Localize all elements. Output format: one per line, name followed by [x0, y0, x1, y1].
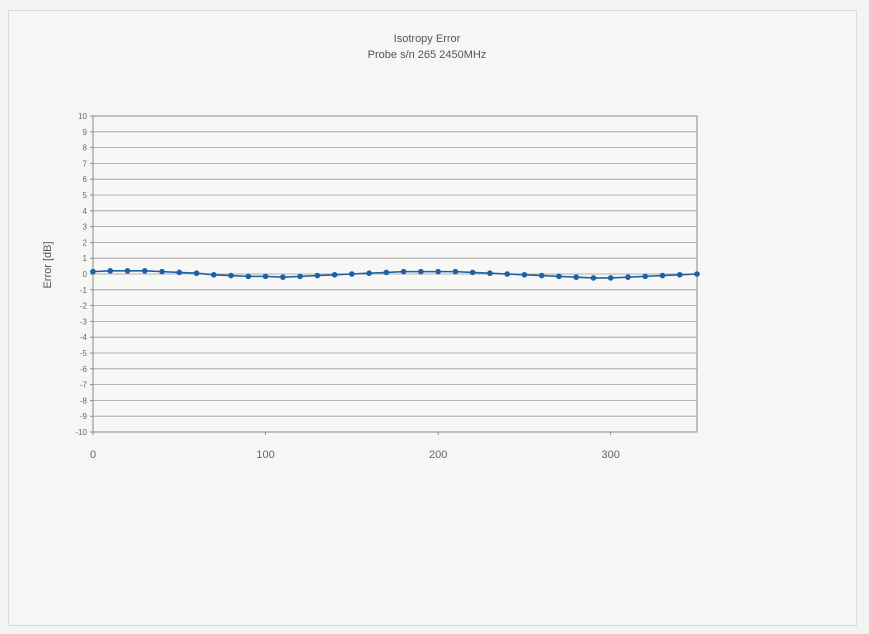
data-point: [314, 272, 321, 279]
data-point: [193, 270, 200, 277]
y-tick-label: -5: [80, 349, 88, 358]
data-point: [262, 273, 269, 280]
data-point: [504, 271, 510, 277]
data-point: [349, 271, 355, 277]
y-tick-label: -7: [80, 381, 88, 390]
y-tick-label: -2: [80, 302, 88, 311]
chart-subtitle: Probe s/n 265 2450MHz: [368, 49, 487, 61]
data-point: [159, 268, 165, 275]
y-tick-label: -10: [75, 428, 87, 437]
x-tick-label: 200: [429, 449, 447, 461]
data-point: [590, 275, 597, 281]
x-tick-label: 300: [602, 449, 620, 461]
data-point: [469, 269, 476, 276]
data-point: [573, 274, 579, 280]
y-tick-label: -4: [80, 333, 88, 342]
data-point: [694, 271, 700, 277]
y-tick-label: -8: [80, 396, 88, 405]
data-point: [366, 270, 372, 277]
data-point: [280, 274, 286, 280]
data-point: [556, 273, 562, 280]
data-point: [625, 274, 631, 280]
y-tick-label: -1: [80, 286, 88, 295]
data-point: [521, 271, 528, 278]
data-point: [435, 268, 441, 275]
data-point: [418, 268, 424, 275]
y-tick-label: 9: [83, 128, 88, 137]
x-tick-label: 100: [256, 449, 274, 461]
data-point: [211, 271, 217, 278]
y-tick-label: 2: [83, 238, 88, 247]
data-point: [228, 272, 234, 279]
data-point: [297, 273, 303, 280]
chart-title: Isotropy Error: [394, 33, 461, 45]
y-tick-label: -9: [80, 412, 88, 421]
chart-frame: Isotropy Error Probe s/n 265 2450MHz Err…: [8, 10, 857, 626]
data-point: [676, 271, 683, 278]
isotropy-error-chart: Isotropy Error Probe s/n 265 2450MHz Err…: [42, 33, 700, 461]
y-tick-label: 10: [78, 112, 87, 121]
y-tick-label: 8: [83, 144, 88, 153]
data-point: [607, 275, 614, 281]
y-tick-label: 3: [83, 223, 88, 232]
series-line: [92, 270, 698, 279]
x-tick-label: 0: [90, 449, 96, 461]
data-point: [538, 272, 545, 279]
y-axis-label: Error [dB]: [42, 241, 54, 288]
y-tick-label: -6: [80, 365, 88, 374]
data-point: [107, 268, 114, 274]
data-point: [331, 271, 338, 278]
data-point: [659, 272, 666, 279]
data-point: [141, 268, 148, 274]
y-tick-label: 1: [83, 254, 88, 263]
data-point: [245, 273, 252, 280]
data-point: [400, 268, 407, 275]
data-point: [642, 273, 649, 280]
data-point: [452, 268, 459, 275]
y-tick-label: -3: [80, 317, 88, 326]
y-tick-label: 0: [83, 270, 88, 279]
y-tick-label: 6: [83, 175, 88, 184]
data-point: [383, 269, 390, 276]
data-point: [176, 269, 183, 276]
data-point: [90, 268, 96, 275]
data-point: [124, 268, 131, 274]
data-point: [487, 270, 493, 277]
y-tick-label: 5: [83, 191, 88, 200]
y-tick-label: 7: [83, 159, 88, 168]
y-tick-label: 4: [83, 207, 88, 216]
